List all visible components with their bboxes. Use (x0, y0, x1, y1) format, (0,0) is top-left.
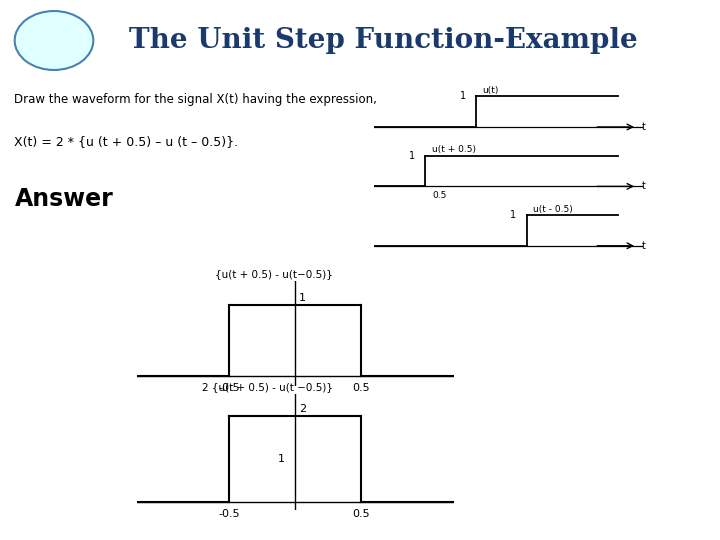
Text: 1: 1 (510, 210, 516, 220)
Text: t: t (642, 122, 646, 132)
Text: Draw the waveform for the signal X(t) having the expression,: Draw the waveform for the signal X(t) ha… (14, 93, 377, 106)
Text: u(t): u(t) (482, 86, 499, 95)
Text: {u(t + 0.5) - u(t−0.5)}: {u(t + 0.5) - u(t−0.5)} (215, 268, 333, 279)
Text: 0.5: 0.5 (352, 383, 370, 393)
Text: 0.5: 0.5 (432, 191, 446, 200)
Text: 1: 1 (409, 151, 415, 161)
Text: 0.5: 0.5 (352, 509, 370, 519)
Text: X(t) = 2 * {u (t + 0.5) – u (t – 0.5)}.: X(t) = 2 * {u (t + 0.5) – u (t – 0.5)}. (14, 135, 238, 148)
Text: The Unit Step Function-Example: The Unit Step Function-Example (129, 27, 638, 54)
Text: 1: 1 (300, 293, 306, 302)
Text: -0.5: -0.5 (218, 509, 240, 519)
Circle shape (14, 11, 94, 70)
Text: 2 {u(t + 0.5) - u(t −0.5)}: 2 {u(t + 0.5) - u(t −0.5)} (202, 382, 333, 392)
Text: u(t - 0.5): u(t - 0.5) (534, 205, 573, 214)
Text: -0.5: -0.5 (218, 383, 240, 393)
Text: 2: 2 (300, 403, 306, 414)
Text: t: t (642, 241, 646, 251)
Text: 1: 1 (278, 454, 284, 464)
Text: 1: 1 (459, 91, 466, 102)
Text: t: t (642, 181, 646, 191)
Text: u(t + 0.5): u(t + 0.5) (432, 145, 476, 154)
Text: Answer: Answer (14, 187, 113, 211)
